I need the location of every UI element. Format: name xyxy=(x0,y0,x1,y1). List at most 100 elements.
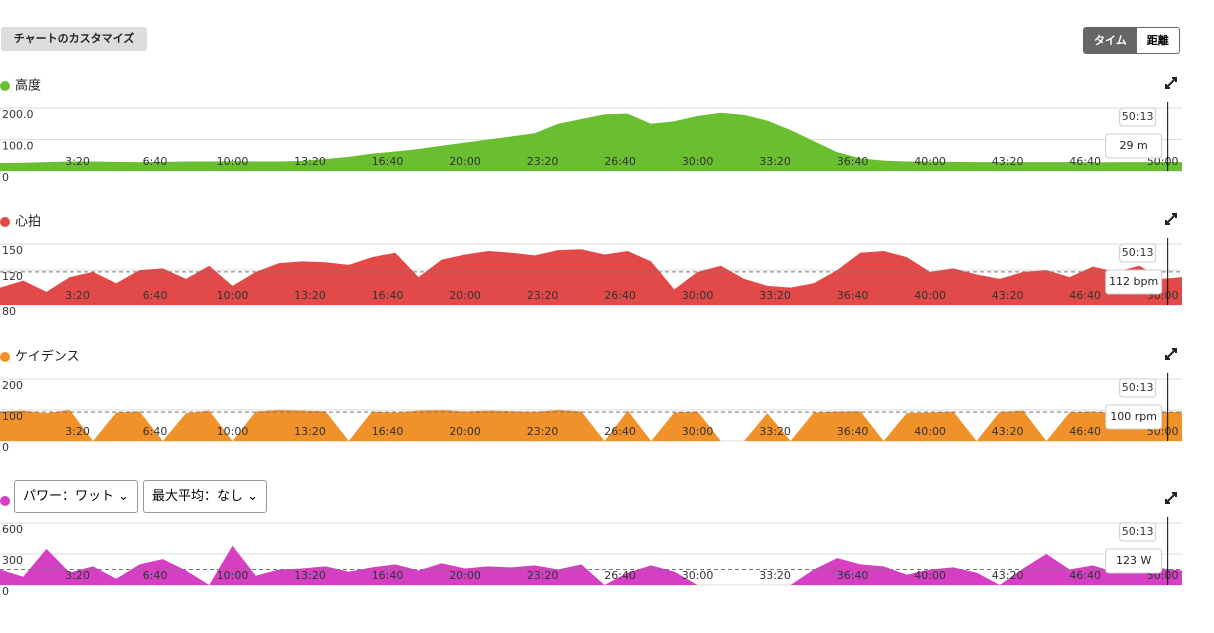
x-tick-label: 33:20 xyxy=(759,155,791,168)
toggle-distance[interactable]: 距離 xyxy=(1146,34,1169,47)
dropdown[interactable]: 最大平均：なし ⌄ xyxy=(143,480,268,513)
x-tick-label: 10:00 xyxy=(217,569,249,582)
x-tick-label: 23:20 xyxy=(527,425,559,438)
x-tick-label: 3:20 xyxy=(65,569,90,582)
y-tick-label: 120 xyxy=(2,270,23,283)
x-tick-label: 36:40 xyxy=(837,425,869,438)
x-tick-label: 23:20 xyxy=(527,155,559,168)
x-tick-label: 46:40 xyxy=(1069,155,1101,168)
readout: 123 W xyxy=(1116,554,1151,567)
x-tick-label: 40:00 xyxy=(914,569,946,582)
x-tick-label: 23:20 xyxy=(527,289,559,302)
x-tick-label: 3:20 xyxy=(65,155,90,168)
y-tick-label: 300 xyxy=(2,554,23,567)
y-tick-label: 200.0 xyxy=(2,108,34,121)
x-tick-label: 26:40 xyxy=(604,569,636,582)
x-tick-label: 23:20 xyxy=(527,569,559,582)
x-tick-label: 16:40 xyxy=(372,155,404,168)
y-tick-label: 100 xyxy=(2,410,23,423)
x-tick-label: 13:20 xyxy=(294,155,326,168)
x-tick-label: 33:20 xyxy=(759,569,791,582)
expand-icon xyxy=(1165,348,1177,360)
y-tick-label: 100.0 xyxy=(2,140,34,153)
cursor-time-box xyxy=(1119,107,1157,127)
x-tick-label: 46:40 xyxy=(1069,569,1101,582)
cursor-time: 50:13 xyxy=(1122,110,1154,123)
x-tick-label: 30:00 xyxy=(682,155,714,168)
x-tick-label: 26:40 xyxy=(604,289,636,302)
cursor-time-box xyxy=(1119,378,1157,398)
x-tick-label: 33:20 xyxy=(759,425,791,438)
x-tick-label: 30:00 xyxy=(682,569,714,582)
x-tick-label: 40:00 xyxy=(914,425,946,438)
x-tick-label: 16:40 xyxy=(372,425,404,438)
x-tick-label: 3:20 xyxy=(65,425,90,438)
dropdown[interactable]: パワー：ワット ⌄ xyxy=(14,480,139,513)
y-tick-label: 600 xyxy=(2,523,23,536)
x-tick-label: 6:40 xyxy=(143,155,168,168)
readout: 29 m xyxy=(1120,139,1148,152)
x-tick-label: 30:00 xyxy=(682,425,714,438)
x-tick-label: 40:00 xyxy=(914,155,946,168)
area xyxy=(0,410,1182,441)
x-tick-label: 6:40 xyxy=(143,569,168,582)
x-tick-label: 20:00 xyxy=(449,155,481,168)
x-tick-label: 16:40 xyxy=(372,569,404,582)
legend-dot xyxy=(0,496,10,506)
x-tick-label: 3:20 xyxy=(65,289,90,302)
readout-box xyxy=(1105,133,1163,159)
readout: 100 rpm xyxy=(1110,410,1157,423)
x-tick-label: 6:40 xyxy=(143,289,168,302)
x-tick-label: 10:00 xyxy=(217,155,249,168)
x-tick-label: 10:00 xyxy=(217,425,249,438)
axis-toggle: タイム 距離 xyxy=(1083,27,1180,54)
readout-box xyxy=(1105,269,1163,295)
readout-box xyxy=(1105,404,1163,430)
area xyxy=(0,545,1182,585)
x-tick-label: 36:40 xyxy=(837,569,869,582)
y-tick-label: 200 xyxy=(2,379,23,392)
x-tick-label: 20:00 xyxy=(449,425,481,438)
readout: 112 bpm xyxy=(1109,275,1158,288)
legend-dot xyxy=(0,217,10,227)
dropdown-label: 最大平均：なし xyxy=(152,489,244,504)
x-tick-label: 26:40 xyxy=(604,155,636,168)
y-tick-label: 0 xyxy=(2,441,9,454)
cursor-time: 50:13 xyxy=(1122,381,1154,394)
y-tick-label: 80 xyxy=(2,305,16,318)
chart-title: 高度 xyxy=(15,78,41,94)
x-tick-label: 20:00 xyxy=(449,569,481,582)
legend-dot xyxy=(0,81,10,91)
area xyxy=(0,112,1182,171)
x-tick-label: 40:00 xyxy=(914,289,946,302)
customize-button[interactable]: チャートのカスタマイズ xyxy=(1,27,147,51)
area xyxy=(0,249,1182,305)
x-tick-label: 43:20 xyxy=(992,289,1024,302)
cursor-time-box xyxy=(1119,522,1157,542)
x-tick-label: 43:20 xyxy=(992,155,1024,168)
expand-icon xyxy=(1165,492,1177,504)
x-tick-label: 16:40 xyxy=(372,289,404,302)
x-tick-label: 33:20 xyxy=(759,289,791,302)
readout-box xyxy=(1105,548,1163,574)
x-tick-label: 6:40 xyxy=(143,425,168,438)
x-tick-label: 26:40 xyxy=(604,425,636,438)
x-tick-label: 36:40 xyxy=(837,289,869,302)
chart-title: 心拍 xyxy=(15,215,41,230)
dropdown-label: パワー：ワット xyxy=(23,489,115,504)
legend-dot xyxy=(0,352,10,362)
x-tick-label: 30:00 xyxy=(682,289,714,302)
cursor-time: 50:13 xyxy=(1122,525,1154,538)
toggle-time[interactable]: タイム xyxy=(1084,28,1137,53)
x-tick-label: 13:20 xyxy=(294,425,326,438)
y-tick-label: 0 xyxy=(2,171,9,184)
x-tick-label: 13:20 xyxy=(294,569,326,582)
chart-title: ケイデンス xyxy=(15,349,79,365)
x-tick-label: 43:20 xyxy=(992,425,1024,438)
cursor-time: 50:13 xyxy=(1122,246,1154,259)
x-tick-label: 43:20 xyxy=(992,569,1024,582)
x-tick-label: 10:00 xyxy=(217,289,249,302)
y-tick-label: 150 xyxy=(2,244,23,257)
